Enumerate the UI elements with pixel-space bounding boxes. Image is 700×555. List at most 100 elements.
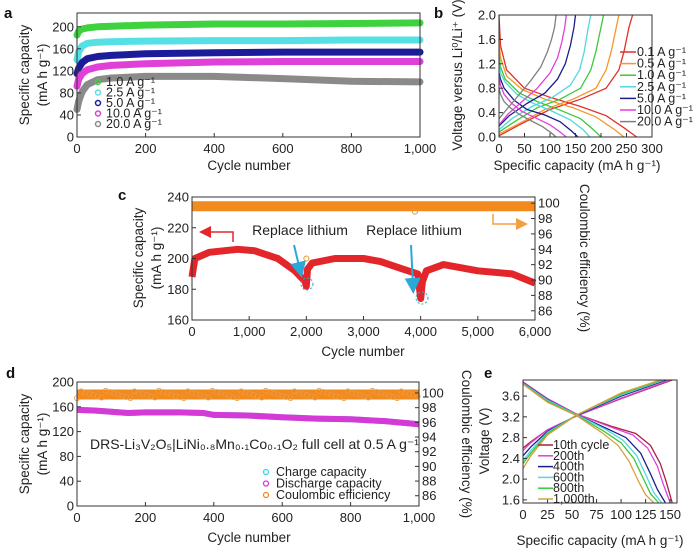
efficiency-point bbox=[398, 388, 405, 395]
efficiency-point bbox=[238, 388, 245, 395]
y2-tick-label: 90 bbox=[422, 459, 436, 474]
efficiency-point bbox=[262, 387, 269, 394]
dotted-circle bbox=[300, 277, 314, 291]
legend-label: 200th bbox=[553, 449, 584, 463]
plot-frame bbox=[76, 381, 420, 507]
cell-description: DRS-Li₃V₂O₅|LiNi₀.₈Mn₀.₁Co₀.₁O₂ full cel… bbox=[90, 436, 419, 452]
x-tick-label: 0 bbox=[188, 324, 195, 339]
panel-d-data bbox=[74, 387, 421, 428]
efficiency-point bbox=[299, 390, 306, 397]
y-tick-label: 3.2 bbox=[502, 409, 520, 424]
x-axis-label: Cycle number bbox=[321, 344, 405, 359]
legend-label: 1.0 A g⁻¹ bbox=[106, 75, 155, 89]
legend-label: 0.5 A g⁻¹ bbox=[637, 57, 686, 71]
panel-c-data bbox=[188, 201, 537, 302]
y-tick-label: 40 bbox=[60, 474, 74, 489]
efficiency-point bbox=[147, 393, 154, 400]
panel-e-data bbox=[522, 379, 673, 503]
legend-label: 10.0 A g⁻¹ bbox=[637, 103, 693, 117]
charge-curve bbox=[498, 14, 592, 131]
panel-letter-c: c bbox=[118, 187, 126, 204]
efficiency-point bbox=[201, 393, 208, 400]
y-tick-label: 180 bbox=[167, 282, 189, 297]
legend-label: 800th bbox=[553, 481, 584, 495]
y-tick-label: 1.6 bbox=[502, 492, 520, 507]
y2-tick-label: 92 bbox=[538, 257, 552, 272]
y-tick-label: 220 bbox=[167, 220, 189, 235]
y2-tick-label: 88 bbox=[422, 474, 436, 489]
legend-label: 0.1 A g⁻¹ bbox=[637, 45, 686, 59]
x-tick-label: 800 bbox=[341, 141, 363, 156]
annotation-replace-lithium: Replace lithium bbox=[366, 222, 462, 238]
x-tick-label: 0 bbox=[495, 141, 502, 156]
y-axis-label: Specific capacity bbox=[131, 207, 146, 308]
x-tick-label: 4,000 bbox=[404, 324, 437, 339]
x-tick-label: 300 bbox=[641, 141, 663, 156]
y-axis-label: (mA h g⁻¹) bbox=[149, 227, 164, 290]
efficiency-point bbox=[156, 387, 162, 394]
efficiency-point bbox=[275, 391, 281, 398]
panel-letter-b: b bbox=[434, 5, 443, 22]
legend-marker bbox=[262, 491, 270, 499]
charge-curve bbox=[498, 14, 557, 120]
x-tick-label: 1,000 bbox=[233, 324, 266, 339]
x-tick-label: 200 bbox=[590, 141, 612, 156]
efficiency-point bbox=[324, 390, 331, 397]
x-tick-label: 6,000 bbox=[519, 324, 552, 339]
efficiency-point bbox=[94, 393, 101, 400]
efficiency-point bbox=[160, 389, 167, 395]
efficiency-point bbox=[312, 394, 318, 401]
efficiency-point bbox=[353, 390, 359, 397]
efficiency-point bbox=[361, 393, 368, 400]
legend-label: 20.0 A g⁻¹ bbox=[637, 115, 693, 129]
legend-label: 5.0 A g⁻¹ bbox=[106, 96, 155, 110]
efficiency-point bbox=[90, 392, 97, 398]
efficiency-point bbox=[377, 390, 384, 397]
efficiency-point bbox=[250, 392, 257, 398]
efficiency-point bbox=[102, 387, 109, 394]
series-2.5 bbox=[73, 36, 424, 64]
y2-tick-label: 88 bbox=[538, 288, 552, 303]
x-tick-label: 75 bbox=[589, 507, 603, 522]
x-axis-label: Cycle number bbox=[207, 530, 291, 545]
x-tick-label: 600 bbox=[272, 141, 294, 156]
efficiency-point bbox=[365, 394, 372, 401]
legend-label: 10.0 A g⁻¹ bbox=[106, 107, 162, 121]
left-axis-arrow bbox=[199, 226, 234, 242]
annotation-replace-lithium: Replace lithium bbox=[252, 222, 348, 238]
x-tick-label: 0 bbox=[519, 507, 526, 522]
panel-letter-e: e bbox=[484, 365, 492, 382]
arrow-icon bbox=[404, 244, 421, 294]
legend-marker bbox=[94, 89, 102, 96]
legend-marker bbox=[94, 120, 102, 128]
efficiency-point bbox=[86, 390, 93, 397]
charge-curve bbox=[522, 379, 661, 470]
discharge-series bbox=[76, 406, 420, 428]
efficiency-point bbox=[349, 389, 355, 396]
efficiency-point bbox=[221, 391, 228, 398]
charge-curve bbox=[498, 14, 620, 135]
efficiency-point bbox=[303, 392, 310, 398]
y-tick-label: 0.0 bbox=[478, 130, 496, 145]
x-axis-label: Specific capacity (mA h g⁻¹) bbox=[494, 158, 661, 173]
efficiency-point bbox=[152, 394, 158, 401]
efficiency-point bbox=[172, 392, 179, 399]
x-tick-label: 5,000 bbox=[462, 324, 495, 339]
legend-marker bbox=[262, 480, 270, 487]
efficiency-point bbox=[164, 390, 171, 397]
y2-tick-label: 96 bbox=[538, 226, 552, 241]
legend-label: Coulombic efficiency bbox=[276, 488, 391, 502]
x-tick-label: 0 bbox=[73, 510, 80, 525]
y2-tick-label: 94 bbox=[422, 430, 436, 445]
series-10.0 bbox=[73, 58, 424, 90]
efficiency-point bbox=[287, 395, 294, 402]
x-tick-label: 50 bbox=[565, 507, 579, 522]
efficiency-point bbox=[168, 391, 175, 398]
efficiency-point bbox=[119, 392, 126, 399]
efficiency-point bbox=[308, 393, 314, 400]
efficiency-point bbox=[242, 389, 249, 396]
efficiency-point bbox=[390, 394, 396, 400]
legend-label: 2.5 A g⁻¹ bbox=[106, 86, 155, 100]
y-tick-label: 120 bbox=[52, 63, 74, 78]
y2-axis-label: Coulombic efficiency (%) bbox=[577, 184, 592, 332]
